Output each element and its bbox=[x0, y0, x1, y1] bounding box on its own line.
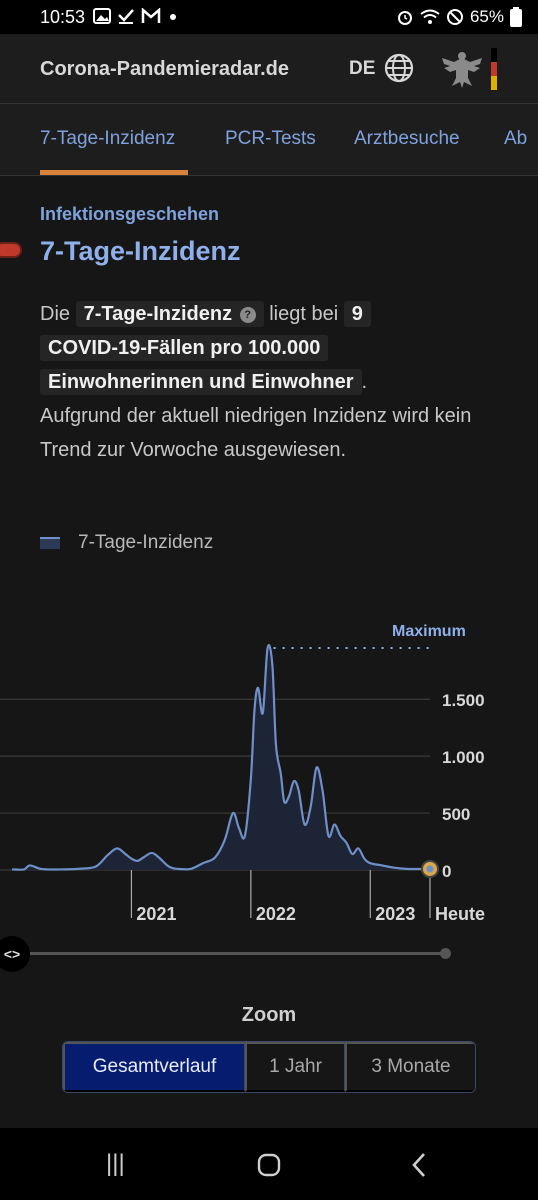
zoom-gesamtverlauf-button[interactable]: Gesamtverlauf bbox=[63, 1042, 245, 1092]
legend-label: 7-Tage-Inzidenz bbox=[78, 532, 214, 553]
battery-icon bbox=[510, 7, 522, 27]
series-area bbox=[12, 645, 430, 870]
tab-ab[interactable]: Ab bbox=[504, 128, 528, 149]
tab-pcr-tests[interactable]: PCR-Tests bbox=[225, 128, 316, 149]
globe-icon[interactable] bbox=[383, 52, 415, 84]
side-marker bbox=[0, 242, 22, 258]
check-icon bbox=[118, 9, 134, 24]
zoom-3-monate-button[interactable]: 3 Monate bbox=[345, 1042, 475, 1092]
x-tick-label: Heute bbox=[435, 904, 485, 924]
text-period: . bbox=[361, 371, 368, 393]
term-chip[interactable]: 7-Tage-Inzidenz ? bbox=[75, 301, 264, 327]
x-tick-label: 2022 bbox=[256, 904, 296, 924]
dot-icon bbox=[170, 14, 176, 20]
y-tick-label: 1.500 bbox=[442, 691, 485, 710]
y-tick-label: 500 bbox=[442, 805, 470, 824]
trend-note: Aufgrund der aktuell niedrigen Inzidenz … bbox=[40, 405, 472, 461]
zoom-1-jahr-button[interactable]: 1 Jahr bbox=[245, 1042, 345, 1092]
tab-bar: 7-Tage-Inzidenz PCR-Tests Arztbesuche Ab bbox=[0, 104, 538, 176]
chip-label: 7-Tage-Inzidenz bbox=[83, 303, 233, 325]
federal-eagle-icon bbox=[442, 52, 482, 88]
tab-7-tage-inzidenz[interactable]: 7-Tage-Inzidenz bbox=[40, 128, 176, 149]
text-die: Die bbox=[40, 303, 71, 325]
current-value-dot bbox=[426, 865, 434, 873]
home-icon[interactable] bbox=[256, 1152, 282, 1178]
status-time: 10:53 bbox=[40, 7, 86, 27]
incidence-description: Die 7-Tage-Inzidenz ? liegt bei 9 COVID-… bbox=[40, 297, 510, 467]
recent-apps-icon[interactable]: ||| bbox=[106, 1150, 125, 1177]
series-line bbox=[11, 643, 431, 871]
tab-arztbesuche[interactable]: Arztbesuche bbox=[354, 128, 460, 149]
wifi-icon bbox=[420, 9, 440, 24]
x-tick-label: 2023 bbox=[375, 904, 415, 924]
back-icon[interactable] bbox=[410, 1152, 430, 1178]
y-tick-label: 1.000 bbox=[442, 748, 485, 767]
chart-scroll-track[interactable] bbox=[30, 952, 446, 955]
gallery-icon bbox=[93, 8, 111, 24]
chart-scroll-end[interactable] bbox=[440, 948, 451, 959]
notification-icons bbox=[93, 8, 179, 24]
text-liegt-bei: liegt bei bbox=[269, 303, 339, 325]
x-tick-label: 2021 bbox=[136, 904, 176, 924]
y-tick-label: 0 bbox=[442, 862, 451, 881]
chart-legend[interactable]: 7-Tage-Inzidenz bbox=[40, 532, 213, 554]
site-title[interactable]: Corona-Pandemieradar.de bbox=[40, 58, 289, 80]
dnd-icon bbox=[446, 9, 463, 25]
unit-chip-2: Einwohnerinnen und Einwohner bbox=[40, 369, 362, 395]
incidence-chart[interactable]: 0 500 1.000 1.500 2021 2022 2023 Heute Maximum bbox=[0, 600, 538, 940]
language-selector[interactable]: DE bbox=[349, 58, 376, 79]
chart-scroll-handle[interactable]: <> bbox=[0, 936, 30, 972]
battery-percent: 65% bbox=[469, 7, 504, 26]
site-header: Corona-Pandemieradar.de DE bbox=[0, 34, 538, 104]
maximum-label: Maximum bbox=[392, 623, 466, 640]
value-chip: 9 bbox=[343, 301, 371, 327]
android-nav-bar: ||| bbox=[0, 1128, 538, 1200]
help-icon[interactable]: ? bbox=[239, 307, 256, 323]
gmail-icon bbox=[141, 8, 161, 23]
alarm-icon bbox=[397, 11, 412, 25]
active-tab-indicator bbox=[40, 170, 188, 175]
section-kicker: Infektionsgeschehen bbox=[40, 204, 220, 224]
legend-swatch bbox=[40, 537, 60, 549]
unit-chip-1: COVID-19-Fällen pro 100.000 bbox=[40, 335, 329, 361]
zoom-button-group: Gesamtverlauf 1 Jahr 3 Monate bbox=[62, 1041, 476, 1093]
german-flag-icon bbox=[491, 48, 497, 90]
status-bar: 10:53 65% bbox=[0, 0, 538, 34]
page-title: 7-Tage-Inzidenz bbox=[40, 236, 241, 266]
status-right: 65% bbox=[396, 7, 522, 27]
zoom-label: Zoom bbox=[241, 1004, 297, 1026]
